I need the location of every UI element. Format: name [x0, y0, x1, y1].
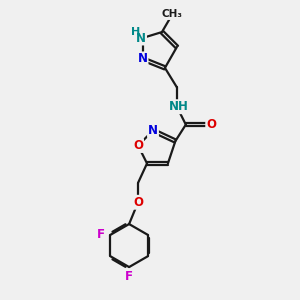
Text: N: N	[148, 124, 158, 137]
Text: N: N	[137, 52, 148, 65]
Text: O: O	[133, 196, 143, 209]
Text: F: F	[97, 228, 105, 241]
Text: O: O	[133, 139, 143, 152]
Text: O: O	[206, 118, 216, 131]
Text: NH: NH	[168, 100, 188, 113]
Text: CH₃: CH₃	[162, 9, 183, 19]
Text: H: H	[131, 27, 140, 37]
Text: N: N	[136, 32, 146, 44]
Text: F: F	[125, 269, 133, 283]
